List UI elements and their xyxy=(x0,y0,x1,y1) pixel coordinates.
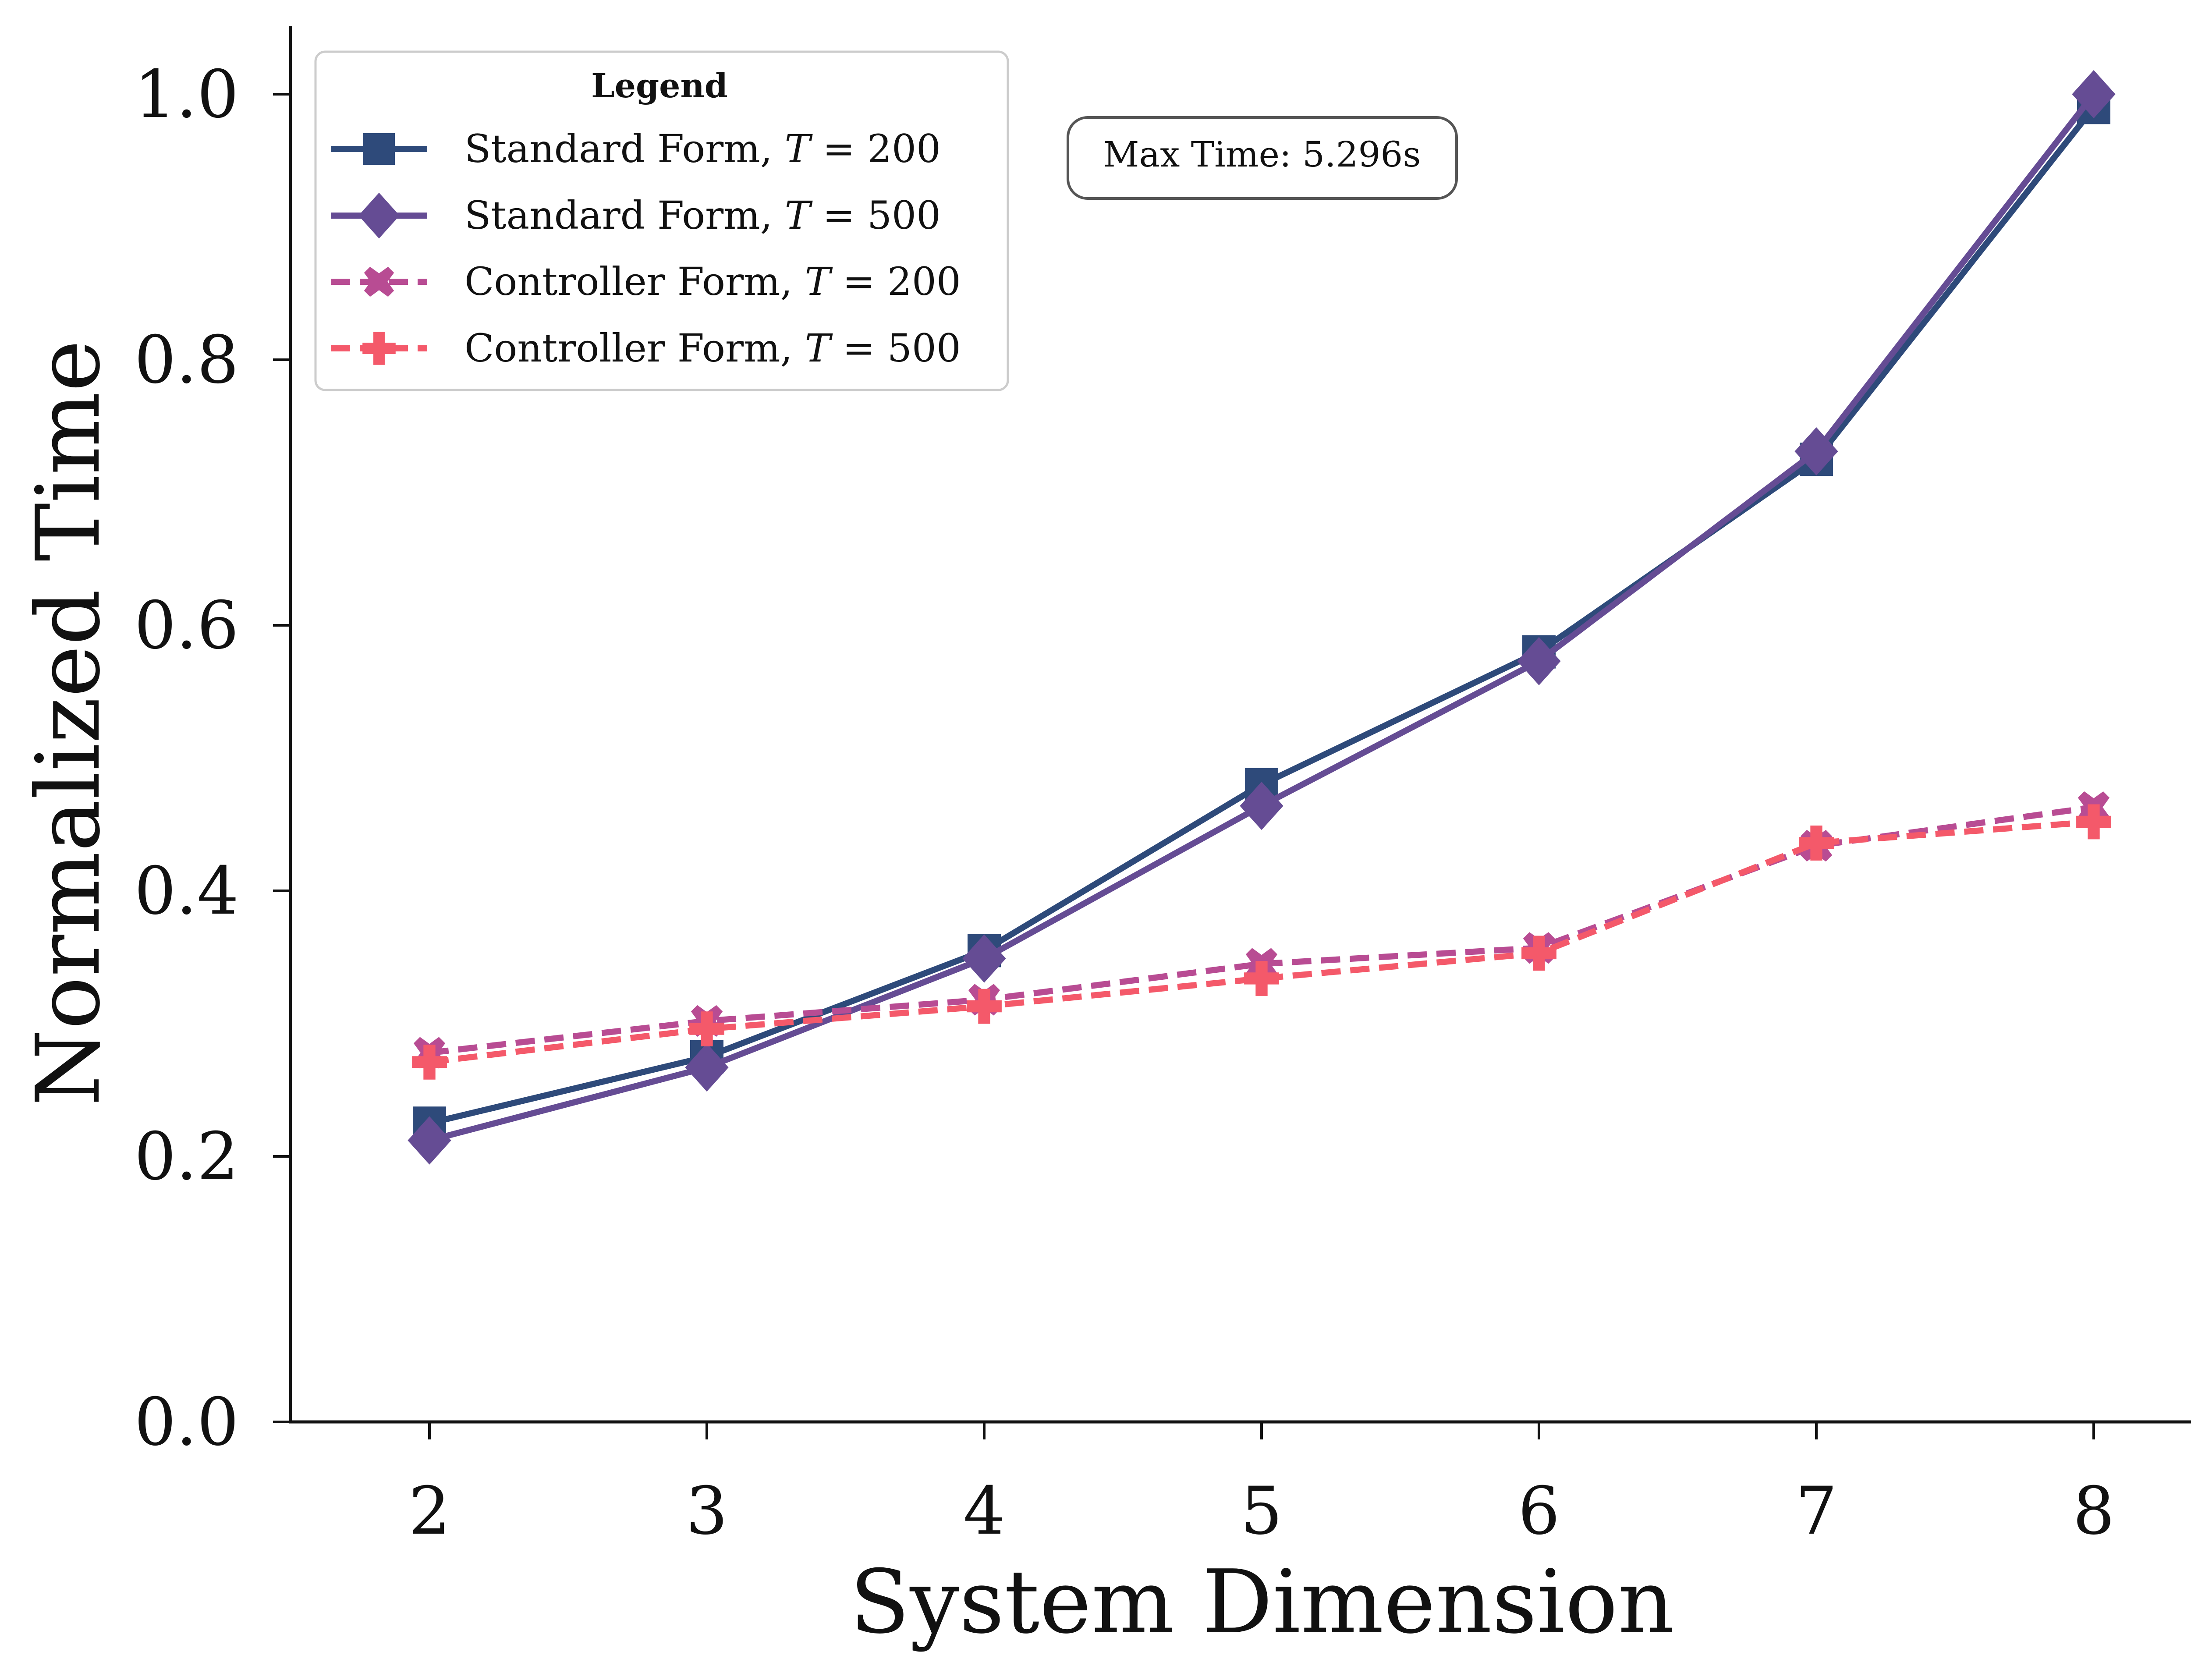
y-tick-label: 1.0 xyxy=(134,57,239,133)
data-point xyxy=(2076,804,2111,840)
y-ticks: 0.0 0.2 0.4 0.6 0.8 1.0 xyxy=(134,57,291,1460)
series-line xyxy=(429,819,2094,1065)
series-4 xyxy=(412,804,2111,1080)
data-point xyxy=(408,1116,451,1165)
data-point xyxy=(689,1011,724,1047)
legend-label-variable: T xyxy=(805,326,833,371)
x-tick-label: 3 xyxy=(686,1473,727,1549)
data-point xyxy=(1240,781,1283,830)
legend-label-prefix: Controller Form, xyxy=(464,259,805,304)
legend-item: Controller Form, T = 500 xyxy=(331,326,961,371)
legend-label-value: = 500 xyxy=(830,326,961,371)
legend-label-prefix: Standard Form, xyxy=(464,193,785,238)
legend-label-variable: T xyxy=(805,259,833,304)
legend-label: Controller Form, T = 500 xyxy=(464,326,961,371)
y-tick-label: 0.8 xyxy=(134,322,239,398)
legend-item: Standard Form, T = 200 xyxy=(331,126,941,171)
legend-label-value: = 500 xyxy=(810,193,941,238)
legend-title: Legend xyxy=(591,66,728,105)
legend-label-value: = 200 xyxy=(810,126,941,171)
data-point xyxy=(962,934,1006,983)
legend-marker xyxy=(364,266,394,297)
series-layer xyxy=(408,70,2116,1165)
x-tick-label: 7 xyxy=(1795,1473,1837,1549)
series-3 xyxy=(413,791,2110,1069)
annotation-box xyxy=(1067,116,1458,200)
data-point xyxy=(685,1043,729,1092)
legend-label-prefix: Standard Form, xyxy=(464,126,785,171)
data-point xyxy=(1244,961,1279,996)
legend-frame xyxy=(314,50,1009,391)
y-tick-label: 0.4 xyxy=(134,853,239,929)
legend-label-prefix: Controller Form, xyxy=(464,326,805,371)
legend-item: Controller Form, T = 200 xyxy=(331,259,961,304)
annotation-text: Max Time: 5.296s xyxy=(1103,134,1421,175)
y-tick-label: 0.0 xyxy=(134,1384,239,1460)
data-point xyxy=(1794,427,1838,476)
axes: 2 3 4 5 6 7 8 0.0 0.2 0.4 0.6 0.8 1.0 System Dimens… xyxy=(18,26,2191,1653)
x-axis-label: System Dimension xyxy=(850,1551,1674,1653)
legend-item: Standard Form, T = 500 xyxy=(331,192,941,239)
data-point xyxy=(2072,70,2116,119)
data-point xyxy=(412,1044,447,1080)
legend-label-variable: T xyxy=(785,193,813,238)
x-ticks: 2 3 4 5 6 7 8 xyxy=(408,1422,2115,1549)
legend-label: Standard Form, T = 200 xyxy=(464,126,941,171)
x-tick-label: 5 xyxy=(1241,1473,1282,1549)
legend-label: Controller Form, T = 200 xyxy=(464,259,961,304)
data-point xyxy=(1517,637,1561,685)
y-tick-label: 0.6 xyxy=(134,588,239,664)
legend-label: Standard Form, T = 500 xyxy=(464,193,941,238)
x-tick-label: 4 xyxy=(963,1473,1005,1549)
data-point xyxy=(967,989,1002,1024)
y-tick-label: 0.2 xyxy=(134,1119,239,1195)
series-2 xyxy=(408,70,2116,1165)
legend-marker xyxy=(358,192,400,239)
x-tick-label: 8 xyxy=(2073,1473,2114,1549)
legend-label-variable: T xyxy=(785,126,813,171)
x-tick-label: 6 xyxy=(1518,1473,1560,1549)
y-axis-label: Normalized Time xyxy=(18,340,120,1106)
legend-marker xyxy=(363,133,395,165)
data-point xyxy=(1521,936,1556,971)
legend-label-value: = 200 xyxy=(830,259,961,304)
data-point xyxy=(1799,826,1834,861)
series-line xyxy=(429,804,2094,1056)
legend-marker xyxy=(362,332,396,365)
x-tick-label: 2 xyxy=(408,1473,450,1549)
max-time-annotation: Max Time: 5.296s xyxy=(1067,116,1458,200)
